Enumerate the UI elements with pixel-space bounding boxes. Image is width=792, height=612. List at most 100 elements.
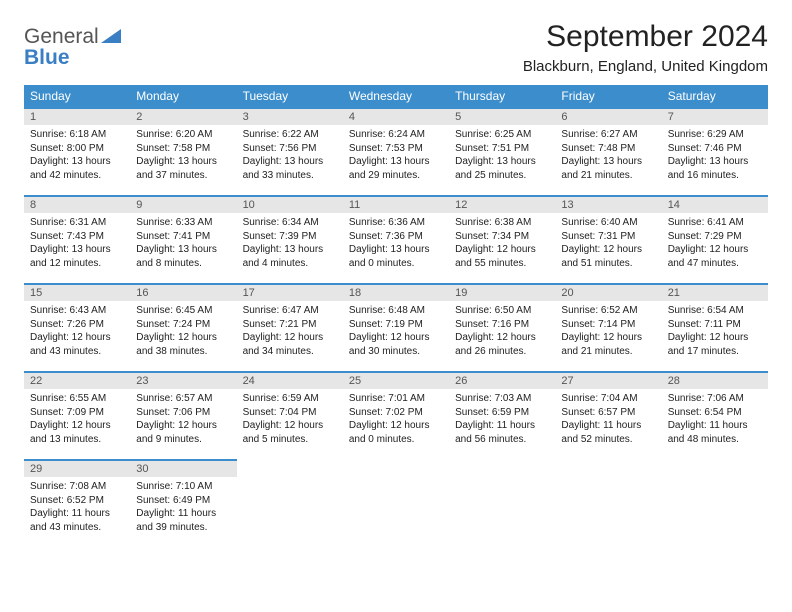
day-number: 5 bbox=[449, 109, 555, 125]
sunrise-text: Sunrise: 7:08 AM bbox=[30, 480, 124, 494]
sunset-text: Sunset: 7:11 PM bbox=[668, 318, 762, 332]
daylight-text: Daylight: 13 hours and 0 minutes. bbox=[349, 243, 443, 270]
day-details: Sunrise: 7:10 AMSunset: 6:49 PMDaylight:… bbox=[130, 477, 236, 538]
sunset-text: Sunset: 6:59 PM bbox=[455, 406, 549, 420]
day-details: Sunrise: 6:29 AMSunset: 7:46 PMDaylight:… bbox=[662, 125, 768, 186]
sunrise-text: Sunrise: 7:10 AM bbox=[136, 480, 230, 494]
sunrise-text: Sunrise: 6:18 AM bbox=[30, 128, 124, 142]
day-details: Sunrise: 6:25 AMSunset: 7:51 PMDaylight:… bbox=[449, 125, 555, 186]
calendar-cell: 16Sunrise: 6:45 AMSunset: 7:24 PMDayligh… bbox=[130, 284, 236, 372]
daylight-text: Daylight: 12 hours and 13 minutes. bbox=[30, 419, 124, 446]
day-details: Sunrise: 7:01 AMSunset: 7:02 PMDaylight:… bbox=[343, 389, 449, 450]
daylight-text: Daylight: 11 hours and 43 minutes. bbox=[30, 507, 124, 534]
calendar-cell: 13Sunrise: 6:40 AMSunset: 7:31 PMDayligh… bbox=[555, 196, 661, 284]
day-number: 10 bbox=[237, 197, 343, 213]
day-header: Tuesday bbox=[237, 85, 343, 108]
day-number: 26 bbox=[449, 373, 555, 389]
calendar-cell: 23Sunrise: 6:57 AMSunset: 7:06 PMDayligh… bbox=[130, 372, 236, 460]
daylight-text: Daylight: 13 hours and 37 minutes. bbox=[136, 155, 230, 182]
daylight-text: Daylight: 13 hours and 12 minutes. bbox=[30, 243, 124, 270]
calendar-cell: 28Sunrise: 7:06 AMSunset: 6:54 PMDayligh… bbox=[662, 372, 768, 460]
calendar-cell bbox=[662, 460, 768, 548]
day-details: Sunrise: 7:08 AMSunset: 6:52 PMDaylight:… bbox=[24, 477, 130, 538]
sunset-text: Sunset: 7:14 PM bbox=[561, 318, 655, 332]
sunset-text: Sunset: 7:04 PM bbox=[243, 406, 337, 420]
day-header: Friday bbox=[555, 85, 661, 108]
sunrise-text: Sunrise: 6:36 AM bbox=[349, 216, 443, 230]
sunrise-text: Sunrise: 6:52 AM bbox=[561, 304, 655, 318]
calendar-cell: 9Sunrise: 6:33 AMSunset: 7:41 PMDaylight… bbox=[130, 196, 236, 284]
daylight-text: Daylight: 13 hours and 4 minutes. bbox=[243, 243, 337, 270]
sunrise-text: Sunrise: 6:43 AM bbox=[30, 304, 124, 318]
sunrise-text: Sunrise: 6:59 AM bbox=[243, 392, 337, 406]
daylight-text: Daylight: 12 hours and 5 minutes. bbox=[243, 419, 337, 446]
calendar-cell bbox=[343, 460, 449, 548]
sunrise-text: Sunrise: 6:33 AM bbox=[136, 216, 230, 230]
day-number: 8 bbox=[24, 197, 130, 213]
sunset-text: Sunset: 6:52 PM bbox=[30, 494, 124, 508]
sunset-text: Sunset: 7:19 PM bbox=[349, 318, 443, 332]
daylight-text: Daylight: 12 hours and 9 minutes. bbox=[136, 419, 230, 446]
day-number: 21 bbox=[662, 285, 768, 301]
sunrise-text: Sunrise: 6:29 AM bbox=[668, 128, 762, 142]
calendar-row: 29Sunrise: 7:08 AMSunset: 6:52 PMDayligh… bbox=[24, 460, 768, 548]
sunset-text: Sunset: 7:36 PM bbox=[349, 230, 443, 244]
day-details: Sunrise: 6:54 AMSunset: 7:11 PMDaylight:… bbox=[662, 301, 768, 362]
sunset-text: Sunset: 7:09 PM bbox=[30, 406, 124, 420]
calendar-cell: 30Sunrise: 7:10 AMSunset: 6:49 PMDayligh… bbox=[130, 460, 236, 548]
daylight-text: Daylight: 12 hours and 51 minutes. bbox=[561, 243, 655, 270]
daylight-text: Daylight: 12 hours and 55 minutes. bbox=[455, 243, 549, 270]
brand-name-1: General bbox=[24, 25, 99, 48]
title-block: September 2024 Blackburn, England, Unite… bbox=[523, 20, 768, 75]
day-details: Sunrise: 6:38 AMSunset: 7:34 PMDaylight:… bbox=[449, 213, 555, 274]
day-number: 19 bbox=[449, 285, 555, 301]
sunset-text: Sunset: 7:58 PM bbox=[136, 142, 230, 156]
day-number: 17 bbox=[237, 285, 343, 301]
sunrise-text: Sunrise: 6:45 AM bbox=[136, 304, 230, 318]
day-details: Sunrise: 6:48 AMSunset: 7:19 PMDaylight:… bbox=[343, 301, 449, 362]
day-number: 12 bbox=[449, 197, 555, 213]
daylight-text: Daylight: 12 hours and 38 minutes. bbox=[136, 331, 230, 358]
sunset-text: Sunset: 8:00 PM bbox=[30, 142, 124, 156]
day-number: 14 bbox=[662, 197, 768, 213]
day-header: Sunday bbox=[24, 85, 130, 108]
day-details: Sunrise: 7:03 AMSunset: 6:59 PMDaylight:… bbox=[449, 389, 555, 450]
daylight-text: Daylight: 13 hours and 42 minutes. bbox=[30, 155, 124, 182]
daylight-text: Daylight: 12 hours and 26 minutes. bbox=[455, 331, 549, 358]
sunrise-text: Sunrise: 6:25 AM bbox=[455, 128, 549, 142]
daylight-text: Daylight: 11 hours and 48 minutes. bbox=[668, 419, 762, 446]
sunrise-text: Sunrise: 6:54 AM bbox=[668, 304, 762, 318]
calendar-cell: 27Sunrise: 7:04 AMSunset: 6:57 PMDayligh… bbox=[555, 372, 661, 460]
day-details: Sunrise: 6:57 AMSunset: 7:06 PMDaylight:… bbox=[130, 389, 236, 450]
sunrise-text: Sunrise: 6:27 AM bbox=[561, 128, 655, 142]
calendar-cell: 25Sunrise: 7:01 AMSunset: 7:02 PMDayligh… bbox=[343, 372, 449, 460]
sunrise-text: Sunrise: 6:55 AM bbox=[30, 392, 124, 406]
day-header-row: SundayMondayTuesdayWednesdayThursdayFrid… bbox=[24, 85, 768, 108]
day-details: Sunrise: 6:47 AMSunset: 7:21 PMDaylight:… bbox=[237, 301, 343, 362]
header: General Blue September 2024 Blackburn, E… bbox=[24, 20, 768, 75]
sunset-text: Sunset: 7:06 PM bbox=[136, 406, 230, 420]
daylight-text: Daylight: 12 hours and 34 minutes. bbox=[243, 331, 337, 358]
calendar-cell: 12Sunrise: 6:38 AMSunset: 7:34 PMDayligh… bbox=[449, 196, 555, 284]
day-header: Thursday bbox=[449, 85, 555, 108]
calendar-cell: 15Sunrise: 6:43 AMSunset: 7:26 PMDayligh… bbox=[24, 284, 130, 372]
daylight-text: Daylight: 12 hours and 17 minutes. bbox=[668, 331, 762, 358]
sunrise-text: Sunrise: 6:57 AM bbox=[136, 392, 230, 406]
day-number: 25 bbox=[343, 373, 449, 389]
day-details: Sunrise: 6:40 AMSunset: 7:31 PMDaylight:… bbox=[555, 213, 661, 274]
day-details: Sunrise: 6:31 AMSunset: 7:43 PMDaylight:… bbox=[24, 213, 130, 274]
day-details: Sunrise: 6:52 AMSunset: 7:14 PMDaylight:… bbox=[555, 301, 661, 362]
sunrise-text: Sunrise: 6:40 AM bbox=[561, 216, 655, 230]
sunset-text: Sunset: 7:16 PM bbox=[455, 318, 549, 332]
calendar-cell: 19Sunrise: 6:50 AMSunset: 7:16 PMDayligh… bbox=[449, 284, 555, 372]
calendar-cell: 20Sunrise: 6:52 AMSunset: 7:14 PMDayligh… bbox=[555, 284, 661, 372]
sunrise-text: Sunrise: 6:41 AM bbox=[668, 216, 762, 230]
day-details: Sunrise: 7:04 AMSunset: 6:57 PMDaylight:… bbox=[555, 389, 661, 450]
calendar-cell: 8Sunrise: 6:31 AMSunset: 7:43 PMDaylight… bbox=[24, 196, 130, 284]
sunrise-text: Sunrise: 6:31 AM bbox=[30, 216, 124, 230]
sunset-text: Sunset: 7:26 PM bbox=[30, 318, 124, 332]
calendar-row: 22Sunrise: 6:55 AMSunset: 7:09 PMDayligh… bbox=[24, 372, 768, 460]
day-number: 13 bbox=[555, 197, 661, 213]
daylight-text: Daylight: 13 hours and 8 minutes. bbox=[136, 243, 230, 270]
sunrise-text: Sunrise: 6:22 AM bbox=[243, 128, 337, 142]
